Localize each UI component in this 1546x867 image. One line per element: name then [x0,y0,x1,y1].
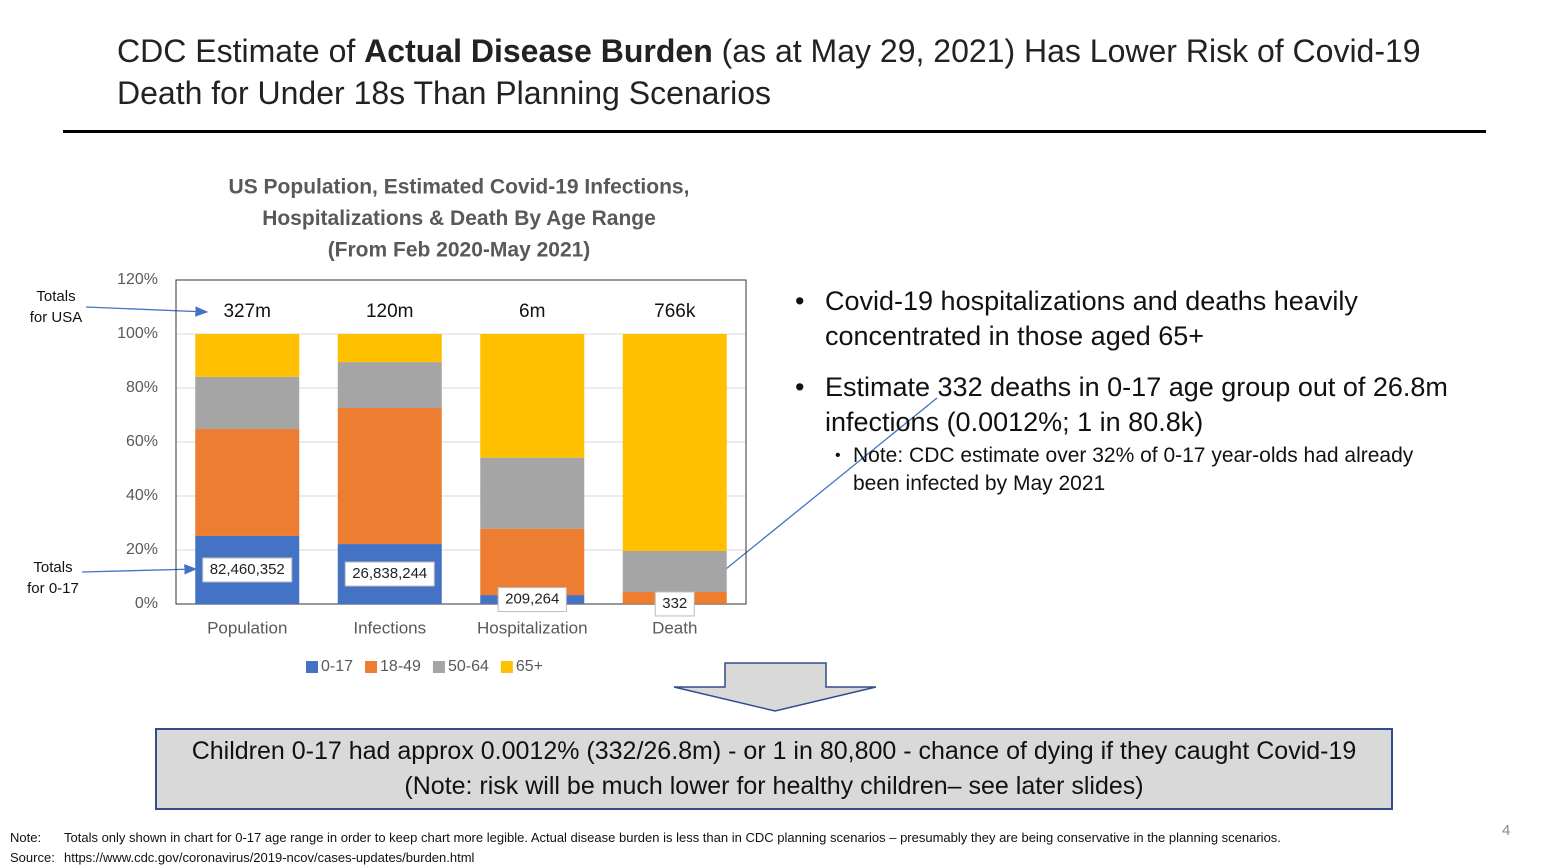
bar-segment [480,457,585,529]
y-tick-label: 100% [117,325,158,342]
legend-label: 0-17 [321,658,353,675]
title-part: (as at May 29, 2021) Has Lower Risk of C… [117,33,1421,111]
count-label-box [654,591,695,617]
annotation: Totals [33,559,72,576]
count-label-box [202,557,293,583]
legend-label: 65+ [516,658,543,675]
bar-segment [622,550,727,593]
source: Source: https://www.cdc.gov/coronavirus/2… [10,850,474,865]
bullets: Covid-19 hospitalizations and deaths hea… [795,284,1455,498]
bar-segment [195,376,300,430]
bar-segment [622,334,727,551]
slide-title: CDC Estimate of Actual Disease Burden (a… [117,30,1457,114]
count-label: 82,460,352 [210,561,285,578]
source-label: Source: [10,850,55,865]
note: Note: Totals only shown in chart for 0-17… [10,830,1281,845]
total-label: 327m [223,301,271,322]
bar-segment [337,362,442,408]
title-bold: Actual Disease Burden [364,33,713,69]
plot-border [175,279,747,605]
down-arrow [673,662,877,712]
count-label: 26,838,244 [352,565,427,582]
total-label: 120m [366,301,414,322]
total-label: 766k [654,301,696,322]
legend-swatch [500,661,513,673]
count-label-box [344,561,435,587]
conclusion-box: Children 0-17 had approx 0.0012% (332/26… [155,728,1393,810]
chart-title: US Population, Estimated Covid-19 Infect… [229,176,690,199]
title-part: CDC Estimate of [117,33,365,69]
legend-swatch [365,661,378,673]
note-text: Totals only shown in chart for 0-17 age … [64,830,1281,845]
x-tick-label: Death [652,618,697,637]
count-label: 209,264 [505,591,559,608]
annotation: Totals [36,288,75,305]
arrow [81,564,198,575]
y-tick-label: 40% [126,487,158,504]
arrow [85,306,209,317]
x-tick-label: Population [207,618,287,637]
bullet: Covid-19 hospitalizations and deaths hea… [795,284,1455,354]
y-tick-label: 0% [135,595,158,612]
bar-segment [195,334,300,377]
bullet: Estimate 332 deaths in 0-17 age group ou… [795,370,1455,440]
chart-title: Hospitalizations & Death By Age Range [262,207,656,230]
source-text: https://www.cdc.gov/coronavirus/2019-nco… [64,850,475,865]
bar-segment [337,334,442,363]
y-tick-label: 120% [117,271,158,288]
legend-label: 18-49 [380,658,421,675]
conclusion-text: Children 0-17 had approx 0.0012% (332/26… [191,737,1357,800]
total-label: 6m [519,301,545,322]
bar-segment [337,407,442,545]
bar-segment [195,429,300,536]
note-label: Note: [10,830,42,845]
x-tick-label: Hospitalization [477,618,588,637]
page-number: 4 [1502,822,1511,839]
sub-bullet: Note: CDC estimate over 32% of 0-17 year… [795,442,1455,498]
y-tick-label: 60% [126,433,158,450]
title-rule [63,130,1486,133]
y-tick-label: 80% [126,379,158,396]
legend-swatch [306,661,318,673]
chart-title: (From Feb 2020-May 2021) [328,239,591,262]
annotation: for 0-17 [27,580,79,597]
legend-label: 50-64 [448,658,489,675]
legend-swatch [432,661,445,673]
y-tick-label: 20% [126,541,158,558]
bar-segment [480,528,585,596]
annotation: for USA [30,309,83,326]
count-label-box [497,587,567,613]
x-tick-label: Infections [353,618,426,637]
bar-segment [480,334,585,458]
count-label: 332 [662,595,687,612]
